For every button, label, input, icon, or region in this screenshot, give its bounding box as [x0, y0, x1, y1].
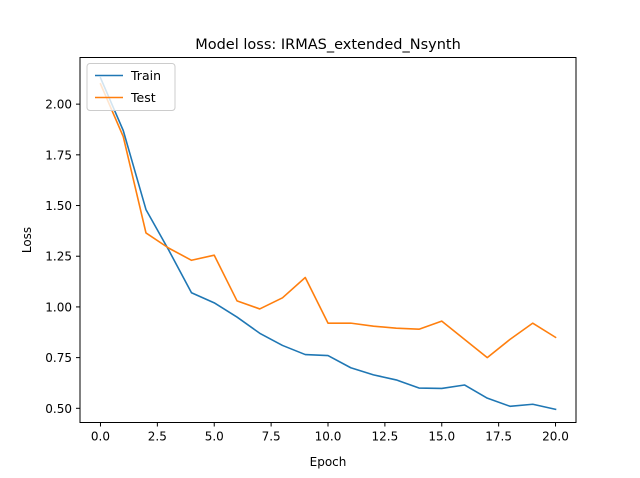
y-tick-label: 1.00: [45, 300, 72, 314]
x-axis-label: Epoch: [310, 455, 347, 469]
series-line-train: [99, 76, 557, 411]
y-tick-label: 1.50: [45, 199, 72, 213]
x-tick-label: 10.0: [315, 430, 342, 444]
ticks-layer: 0.0 2.5 5.0 7.5 10.0 12.5 15.0 17.5 20.0 0.50 0.75…: [45, 98, 569, 444]
x-tick-label: 12.5: [372, 430, 399, 444]
x-tick-label: 17.5: [485, 430, 512, 444]
x-tick-label: 5.0: [205, 430, 224, 444]
y-tick-label: 0.50: [45, 402, 72, 416]
y-tick-label: 0.75: [45, 351, 72, 365]
chart-title: Model loss: IRMAS_extended_Nsynth: [195, 37, 461, 53]
legend-label-test: Test: [130, 90, 156, 105]
legend-label-train: Train: [130, 68, 161, 83]
y-tick-label: 1.25: [45, 250, 72, 264]
x-tick-label: 20.0: [542, 430, 569, 444]
y-axis-label: Loss: [20, 227, 34, 253]
x-tick-label: 0.0: [91, 430, 110, 444]
x-tick-label: 7.5: [262, 430, 281, 444]
series-line-test: [99, 82, 557, 359]
series-layer: [99, 76, 557, 411]
y-tick-label: 1.75: [45, 148, 72, 162]
legend: Train Test: [86, 63, 176, 111]
x-tick-label: 15.0: [428, 430, 455, 444]
x-tick-label: 2.5: [148, 430, 167, 444]
y-tick-label: 2.00: [45, 98, 72, 112]
